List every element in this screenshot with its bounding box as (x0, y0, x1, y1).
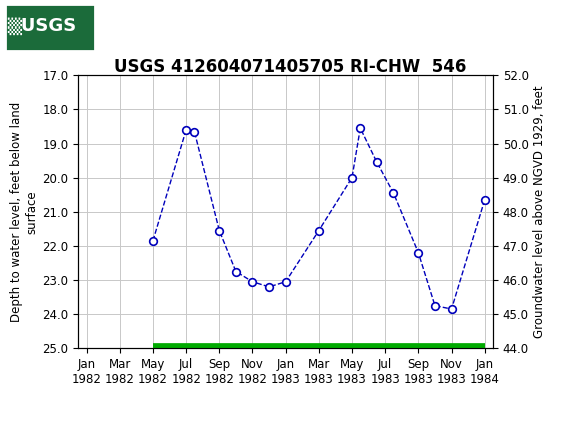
Text: ▒USGS: ▒USGS (8, 18, 77, 35)
Y-axis label: Depth to water level, feet below land
surface: Depth to water level, feet below land su… (10, 101, 38, 322)
Legend: Period of approved data: Period of approved data (187, 428, 385, 430)
Y-axis label: Groundwater level above NGVD 1929, feet: Groundwater level above NGVD 1929, feet (533, 86, 546, 338)
Text: USGS 412604071405705 RI-CHW  546: USGS 412604071405705 RI-CHW 546 (114, 58, 466, 76)
FancyBboxPatch shape (5, 4, 95, 51)
